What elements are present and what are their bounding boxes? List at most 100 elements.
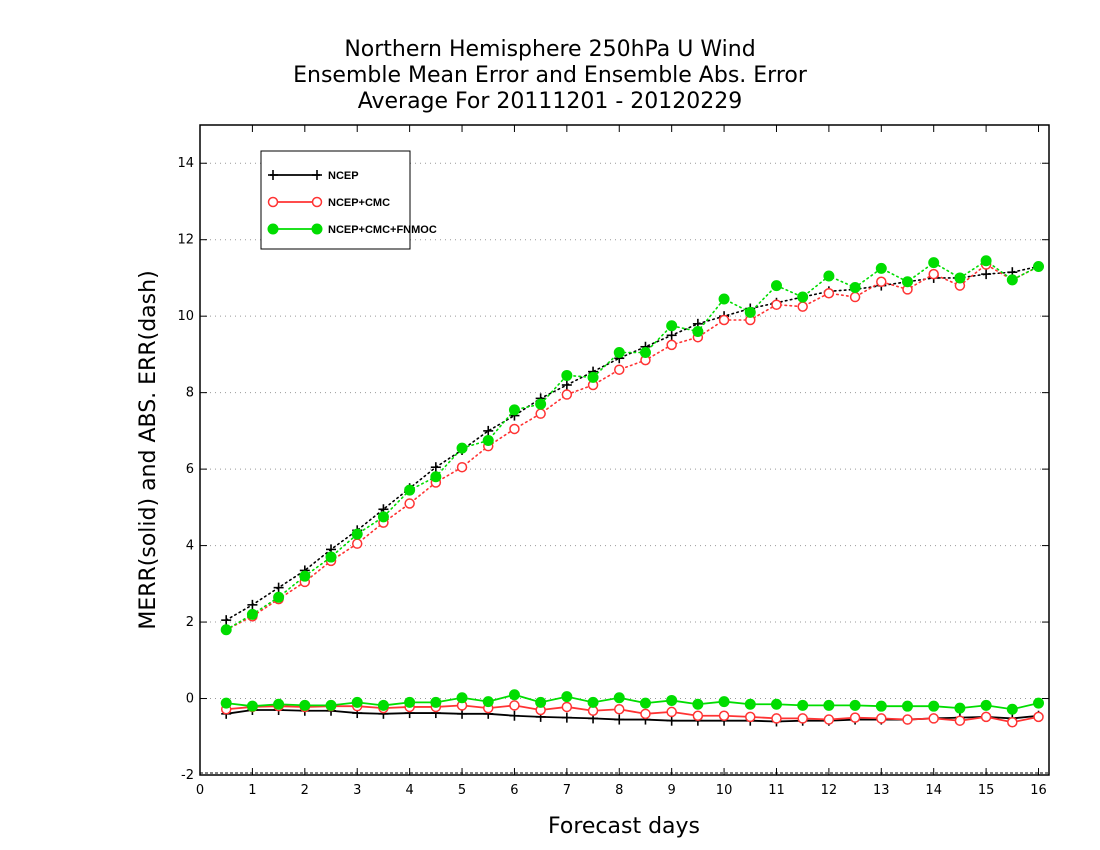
abs-err-point xyxy=(614,364,625,375)
abs-err-point xyxy=(666,320,678,332)
mean-err-point xyxy=(509,710,520,721)
abs-err-point xyxy=(876,276,887,288)
abs-err-point xyxy=(771,299,782,310)
mean-err-point xyxy=(744,698,756,710)
x-tick-label: 15 xyxy=(978,783,995,798)
mean-err-point xyxy=(508,689,520,701)
abs-err-point xyxy=(430,471,442,483)
mean-err-point xyxy=(246,700,258,712)
x-tick-label: 11 xyxy=(768,783,785,798)
mean-err-point xyxy=(692,698,704,710)
abs-err-point xyxy=(954,272,966,284)
mean-err-point xyxy=(377,699,389,711)
mean-err-point xyxy=(797,699,809,711)
mean-err-point xyxy=(928,700,940,712)
abs-err-point xyxy=(849,282,861,293)
x-tick-label: 14 xyxy=(925,783,942,798)
abs-err-point xyxy=(404,484,416,496)
abs-err-point xyxy=(273,591,285,603)
mean-err-point xyxy=(482,696,494,708)
legend-marker-end xyxy=(311,196,323,208)
y-tick-label: 2 xyxy=(186,615,194,630)
mean-err-point xyxy=(404,696,416,708)
x-tick-label: 5 xyxy=(458,783,466,798)
legend-box xyxy=(260,150,411,250)
x-tick-label: 16 xyxy=(1030,783,1047,798)
mean-err-point xyxy=(823,699,835,711)
series-ncep-cmc-fnmoc xyxy=(220,255,1045,715)
legend: NCEP NCEP+CMC NCEP+CMC+FNMOC xyxy=(260,150,437,250)
mean-err-point xyxy=(980,711,992,723)
mean-err-point xyxy=(745,711,756,723)
mean-err-point xyxy=(902,714,913,725)
mean-err-point xyxy=(770,698,782,710)
abs-err-line-ncep-cmc-fnmoc xyxy=(225,259,1040,631)
x-tick-label: 3 xyxy=(353,783,361,798)
abs-err-point xyxy=(902,276,913,288)
series-ncep xyxy=(221,261,1044,727)
abs-err-point xyxy=(928,257,940,269)
abs-err-point xyxy=(797,291,809,303)
mean-err-point xyxy=(718,710,730,721)
abs-err-point xyxy=(273,582,284,593)
mean-err-point xyxy=(561,691,573,703)
legend-marker-end xyxy=(312,170,322,180)
abs-err-point xyxy=(1006,274,1018,286)
legend-marker-start xyxy=(267,196,279,208)
abs-err-point xyxy=(456,442,468,454)
mean-err-point xyxy=(1033,711,1044,723)
x-tick-label: 13 xyxy=(873,783,890,798)
mean-err-point xyxy=(666,715,677,726)
plot-area-frame xyxy=(199,124,1050,776)
legend-label-ncep-cmc: NCEP+CMC xyxy=(328,197,390,209)
mean-err-point xyxy=(928,713,939,724)
mean-err-point xyxy=(1033,697,1045,709)
series-group xyxy=(220,255,1045,728)
mean-err-point xyxy=(299,699,311,711)
abs-err-point xyxy=(220,624,232,636)
abs-err-point xyxy=(456,461,468,473)
y-tick-label: 0 xyxy=(186,692,194,707)
abs-err-point xyxy=(483,425,494,436)
abs-err-point xyxy=(666,330,677,341)
abs-err-point xyxy=(692,325,704,337)
x-tick-label: 9 xyxy=(668,783,676,798)
y-tick-label: 14 xyxy=(177,156,194,171)
y-tick-label: 10 xyxy=(177,309,194,324)
abs-err-point xyxy=(404,498,415,509)
chart-title-line-1: Northern Hemisphere 250hPa U Wind xyxy=(344,37,756,62)
mean-err-point xyxy=(640,708,651,720)
mean-err-point xyxy=(666,694,678,706)
abs-err-point xyxy=(718,314,730,326)
x-axis-title: Forecast days xyxy=(548,814,700,839)
abs-err-point xyxy=(299,570,311,582)
mean-err-point xyxy=(902,700,913,712)
abs-err-point xyxy=(823,287,835,299)
mean-err-point xyxy=(614,703,625,715)
mean-err-point xyxy=(1006,703,1018,715)
abs-err-point xyxy=(823,270,835,282)
abs-err-point xyxy=(430,462,441,473)
abs-err-point xyxy=(535,408,546,419)
y-tick-label: 6 xyxy=(186,462,194,477)
mean-err-point xyxy=(1007,716,1018,728)
abs-err-point xyxy=(770,280,782,292)
x-tick-label: 6 xyxy=(510,783,518,798)
x-tick-label: 4 xyxy=(405,783,413,798)
abs-err-point xyxy=(980,255,992,267)
abs-err-point xyxy=(928,268,939,280)
abs-err-point xyxy=(639,347,651,358)
y-axis-title: MERR(solid) and ABS. ERR(dash) xyxy=(136,270,161,629)
mean-err-point xyxy=(351,696,363,708)
x-tick-label: 12 xyxy=(821,783,838,798)
mean-err-point xyxy=(666,706,677,718)
x-tick-label: 1 xyxy=(248,783,256,798)
mean-err-point xyxy=(587,696,599,708)
abs-err-point xyxy=(1033,260,1045,272)
abs-err-point xyxy=(561,380,572,390)
legend-label-ncep: NCEP xyxy=(328,170,359,182)
legend-marker-start xyxy=(267,223,279,235)
y-tick-label: -2 xyxy=(181,768,194,783)
abs-err-point xyxy=(351,538,363,549)
abs-err-point xyxy=(351,528,363,540)
